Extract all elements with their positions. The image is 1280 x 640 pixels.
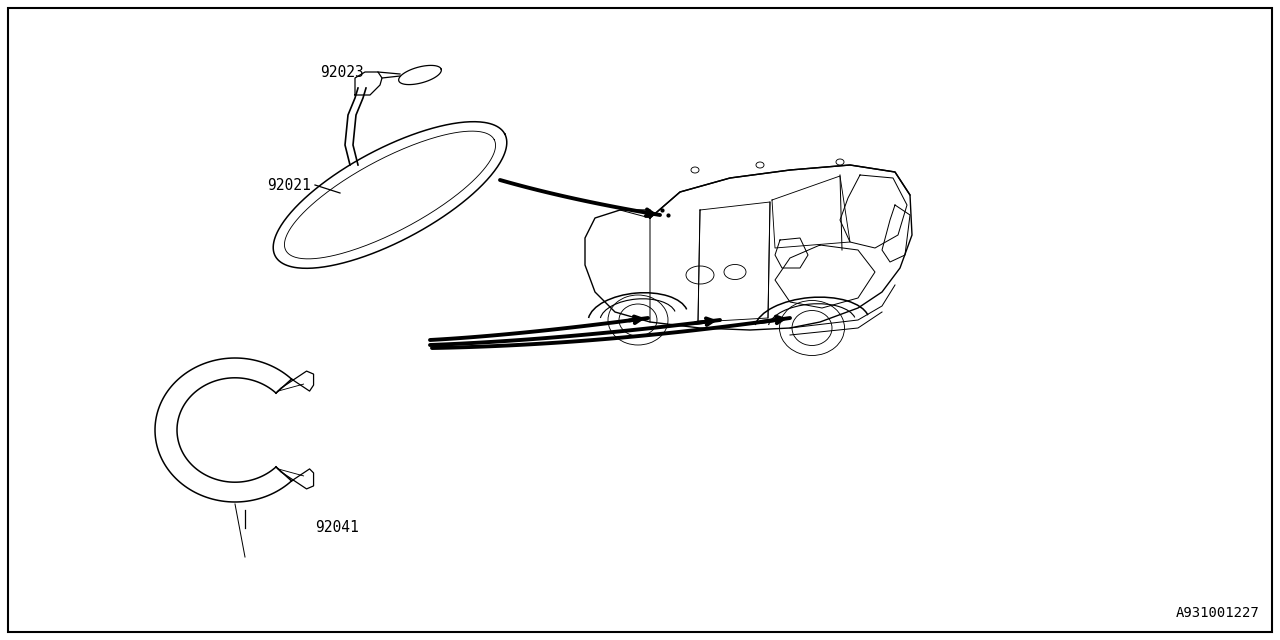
- Text: 92023: 92023: [320, 65, 364, 79]
- Text: 92041: 92041: [315, 520, 358, 536]
- Text: A931001227: A931001227: [1176, 606, 1260, 620]
- Text: 92021: 92021: [268, 177, 311, 193]
